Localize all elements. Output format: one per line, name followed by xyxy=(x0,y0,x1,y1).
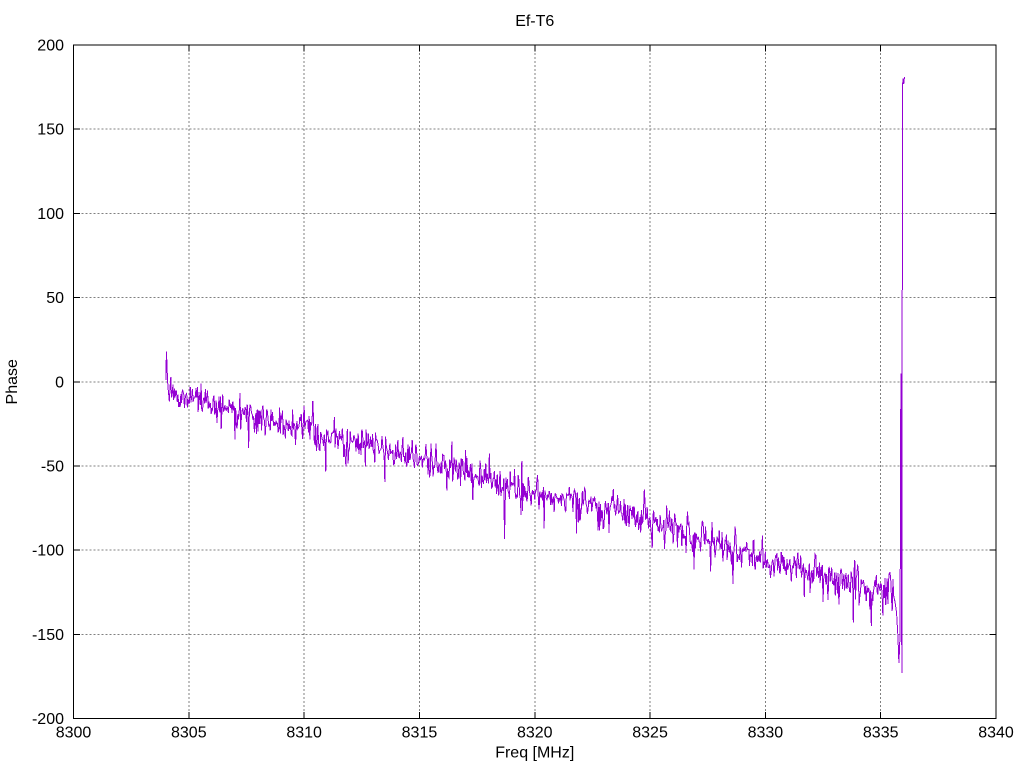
svg-text:Phase: Phase xyxy=(4,359,21,404)
svg-text:-150: -150 xyxy=(32,627,64,644)
svg-text:8335: 8335 xyxy=(863,725,899,742)
svg-text:-100: -100 xyxy=(32,543,64,560)
svg-text:8325: 8325 xyxy=(632,725,668,742)
svg-text:50: 50 xyxy=(46,290,64,307)
svg-text:8340: 8340 xyxy=(978,725,1014,742)
svg-text:-50: -50 xyxy=(41,458,64,475)
svg-text:8305: 8305 xyxy=(171,725,207,742)
svg-text:8300: 8300 xyxy=(56,725,92,742)
svg-text:8320: 8320 xyxy=(517,725,553,742)
svg-text:Freq [MHz]: Freq [MHz] xyxy=(495,745,574,762)
svg-text:8310: 8310 xyxy=(286,725,322,742)
svg-text:8315: 8315 xyxy=(402,725,438,742)
svg-text:Ef-T6: Ef-T6 xyxy=(515,13,554,30)
svg-text:-200: -200 xyxy=(32,711,64,728)
svg-text:150: 150 xyxy=(37,122,64,139)
svg-text:8330: 8330 xyxy=(748,725,784,742)
svg-text:100: 100 xyxy=(37,206,64,223)
svg-text:0: 0 xyxy=(55,374,64,391)
svg-text:200: 200 xyxy=(37,38,64,55)
